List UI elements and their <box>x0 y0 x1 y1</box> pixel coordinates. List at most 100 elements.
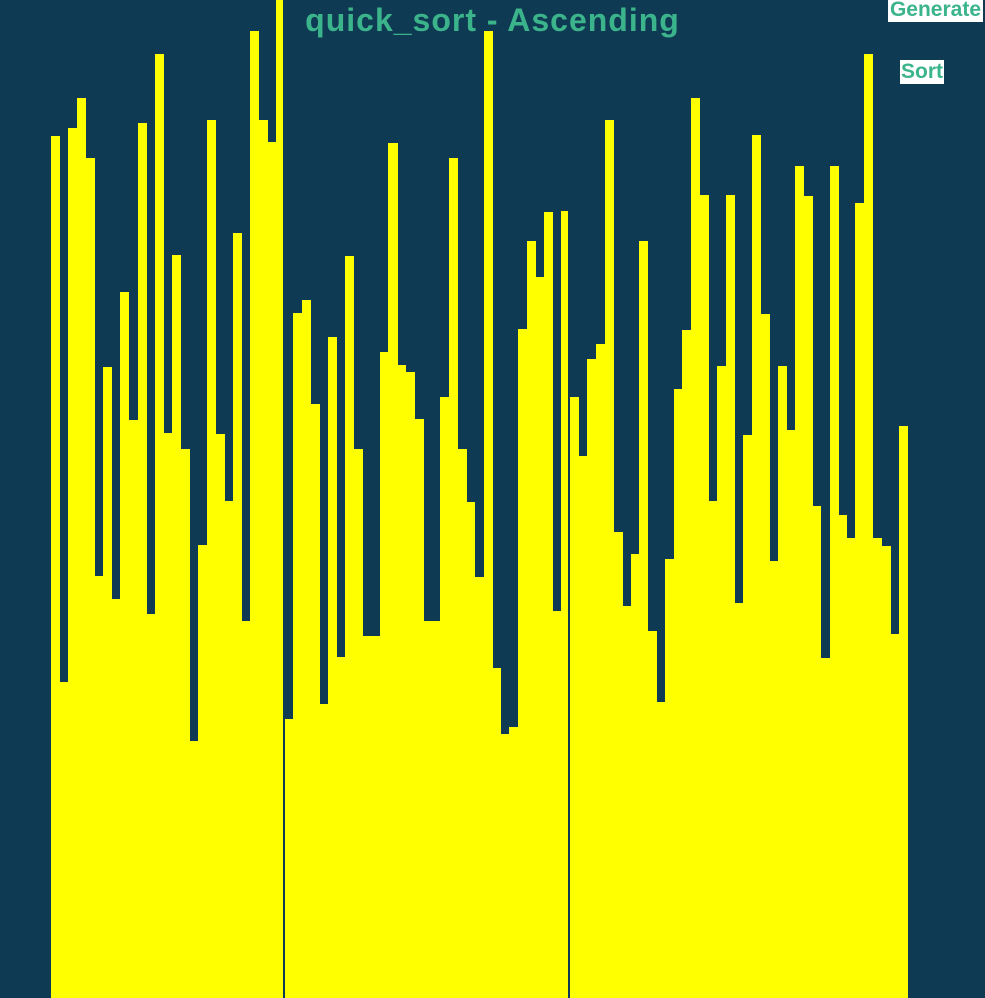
array-bar <box>388 142 398 998</box>
array-bar <box>509 726 519 998</box>
array-bar <box>249 30 260 998</box>
array-bar <box>111 598 121 998</box>
array-bar <box>570 397 580 998</box>
array-bar <box>102 367 113 998</box>
array-bar <box>319 703 329 998</box>
array-bar <box>621 605 632 998</box>
array-bar <box>717 366 727 998</box>
array-bar <box>76 97 87 998</box>
array-bar <box>440 397 450 998</box>
array-bar <box>535 277 545 998</box>
array-bar <box>466 502 476 998</box>
array-bar <box>812 506 822 998</box>
array-bar <box>526 240 536 998</box>
array-bar <box>760 314 770 998</box>
array-bar <box>855 202 865 998</box>
array-bar <box>85 157 95 998</box>
array-bar <box>820 657 831 998</box>
array-bar <box>128 420 139 998</box>
array-bar <box>552 610 562 998</box>
array-bar <box>604 119 614 998</box>
array-bar <box>284 718 294 998</box>
array-bar <box>474 576 485 998</box>
array-bar <box>561 210 569 998</box>
array-bar <box>483 30 493 998</box>
generate-button[interactable]: Generate <box>887 0 983 22</box>
array-bar <box>224 501 234 998</box>
array-bar <box>94 575 104 998</box>
array-bar <box>665 558 675 998</box>
array-bar <box>518 329 528 998</box>
array-bar <box>189 740 199 998</box>
array-bar <box>241 620 251 998</box>
array-bar <box>794 165 805 998</box>
array-bar <box>215 434 225 998</box>
array-bar <box>301 300 312 998</box>
array-bar <box>457 449 467 998</box>
array-bar <box>68 127 78 998</box>
array-bar <box>500 733 511 998</box>
array-bar <box>829 165 839 998</box>
array-bar <box>578 456 588 998</box>
array-bar <box>751 134 761 998</box>
array-bar <box>613 531 623 998</box>
array-bar <box>275 0 284 998</box>
array-bar <box>120 292 130 998</box>
array-bar <box>682 330 692 998</box>
array-bar <box>890 633 900 998</box>
sort-button[interactable]: Sort <box>900 60 944 84</box>
array-bar <box>803 195 813 998</box>
array-bar <box>422 620 433 998</box>
array-bar <box>647 630 658 998</box>
array-bar <box>293 313 303 998</box>
array-bar <box>492 667 502 998</box>
array-bar <box>699 194 709 998</box>
array-bar <box>725 194 735 998</box>
array-bar <box>777 366 787 998</box>
array-bar <box>59 681 69 998</box>
array-bar <box>405 372 415 998</box>
array-bar <box>786 430 796 998</box>
array-bar <box>163 433 173 998</box>
array-bar <box>353 449 363 998</box>
array-bar <box>656 701 666 998</box>
array-bar <box>362 635 372 998</box>
array-bar <box>371 635 381 998</box>
array-bar <box>431 620 441 998</box>
array-bar <box>846 537 857 998</box>
array-bar <box>310 404 320 998</box>
array-bar <box>673 389 684 998</box>
array-bar <box>397 365 407 998</box>
array-bar <box>864 53 874 998</box>
array-bar <box>137 122 147 998</box>
array-bar <box>154 53 165 998</box>
array-bar <box>881 545 891 998</box>
array-bar <box>172 254 182 998</box>
array-bar <box>768 560 779 998</box>
array-bar <box>691 97 701 998</box>
array-bar <box>379 352 389 998</box>
array-bar <box>734 602 744 998</box>
array-bar <box>544 211 554 998</box>
array-bar <box>708 501 718 998</box>
array-bar <box>630 553 640 998</box>
array-bar <box>51 135 61 998</box>
array-bar <box>232 232 242 998</box>
array-bar <box>639 240 649 998</box>
array-bar <box>180 449 190 998</box>
array-bar <box>838 515 848 998</box>
array-bar <box>345 255 355 998</box>
array-bar <box>414 419 424 998</box>
array-bar <box>206 119 216 998</box>
array-bar <box>448 157 459 998</box>
array-bar <box>336 656 346 998</box>
array-bar <box>872 537 882 998</box>
array-bar <box>595 344 606 998</box>
bar-array <box>51 0 917 998</box>
array-bar <box>898 426 908 998</box>
array-bar <box>198 544 208 998</box>
array-bar <box>587 359 597 998</box>
array-bar <box>146 613 156 998</box>
array-bar <box>327 337 338 998</box>
